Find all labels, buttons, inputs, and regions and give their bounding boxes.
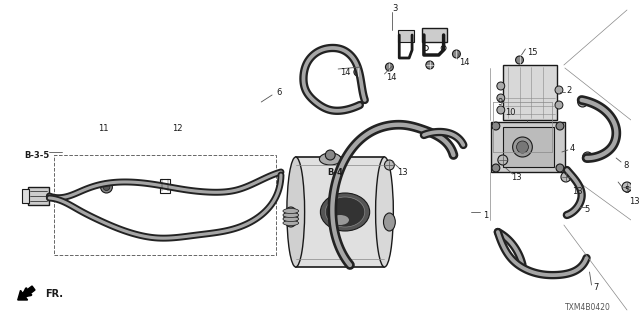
Bar [160,179,170,193]
Ellipse shape [325,197,365,227]
Text: B-3-5: B-3-5 [25,150,50,159]
Text: 2: 2 [567,85,572,94]
Text: 11: 11 [99,124,109,132]
Circle shape [555,101,563,109]
Bar [54,155,276,255]
Bar [503,65,557,120]
Circle shape [426,61,434,69]
Circle shape [582,152,593,162]
Circle shape [103,183,110,190]
Circle shape [561,172,571,182]
Text: 4: 4 [570,143,575,153]
Circle shape [497,82,505,90]
Circle shape [556,122,564,130]
Text: 5: 5 [624,186,629,195]
Circle shape [622,182,632,192]
Text: 13: 13 [397,167,408,177]
Text: 3: 3 [392,4,397,12]
Text: B-4: B-4 [327,167,343,177]
Circle shape [555,86,563,94]
Circle shape [492,164,500,172]
Circle shape [513,137,532,157]
Text: 13: 13 [511,172,521,181]
Circle shape [441,45,446,51]
Text: 1: 1 [483,211,488,220]
Circle shape [452,50,460,58]
Circle shape [516,141,529,153]
Circle shape [325,150,335,160]
Ellipse shape [283,209,299,213]
Text: 13: 13 [572,188,582,196]
Ellipse shape [283,217,299,221]
Circle shape [516,56,524,64]
Circle shape [385,160,394,170]
Text: 15: 15 [527,47,538,57]
Circle shape [100,181,113,193]
Ellipse shape [376,157,394,267]
Bar [22,189,29,203]
Ellipse shape [332,215,349,225]
Text: 14: 14 [460,58,470,67]
Ellipse shape [321,193,370,231]
Circle shape [354,68,362,76]
Ellipse shape [283,220,299,226]
Text: 9: 9 [498,98,503,107]
Bar [491,122,565,172]
Ellipse shape [319,153,341,165]
Circle shape [578,97,588,107]
Text: 14: 14 [387,73,397,82]
Ellipse shape [383,213,396,231]
Bar [398,30,414,42]
Text: 5: 5 [584,205,590,214]
Circle shape [497,106,505,114]
Text: TXM4B0420: TXM4B0420 [565,303,611,312]
Circle shape [556,164,564,172]
Text: 6: 6 [276,87,282,97]
Text: FR.: FR. [45,289,63,299]
Ellipse shape [287,157,305,267]
Circle shape [385,63,394,71]
Text: 10: 10 [505,108,515,116]
Bar [28,187,49,205]
Circle shape [497,94,505,102]
Text: 14: 14 [340,68,351,76]
Text: 13: 13 [629,197,639,206]
Bar [422,28,447,42]
Circle shape [492,122,500,130]
Text: 12: 12 [173,124,183,132]
Circle shape [424,45,428,51]
Bar [503,127,554,167]
Text: 7: 7 [593,284,599,292]
Ellipse shape [283,212,299,218]
Bar [296,157,385,267]
Circle shape [498,155,508,165]
FancyArrow shape [18,286,35,300]
Text: 8: 8 [623,161,628,170]
Ellipse shape [284,207,298,227]
